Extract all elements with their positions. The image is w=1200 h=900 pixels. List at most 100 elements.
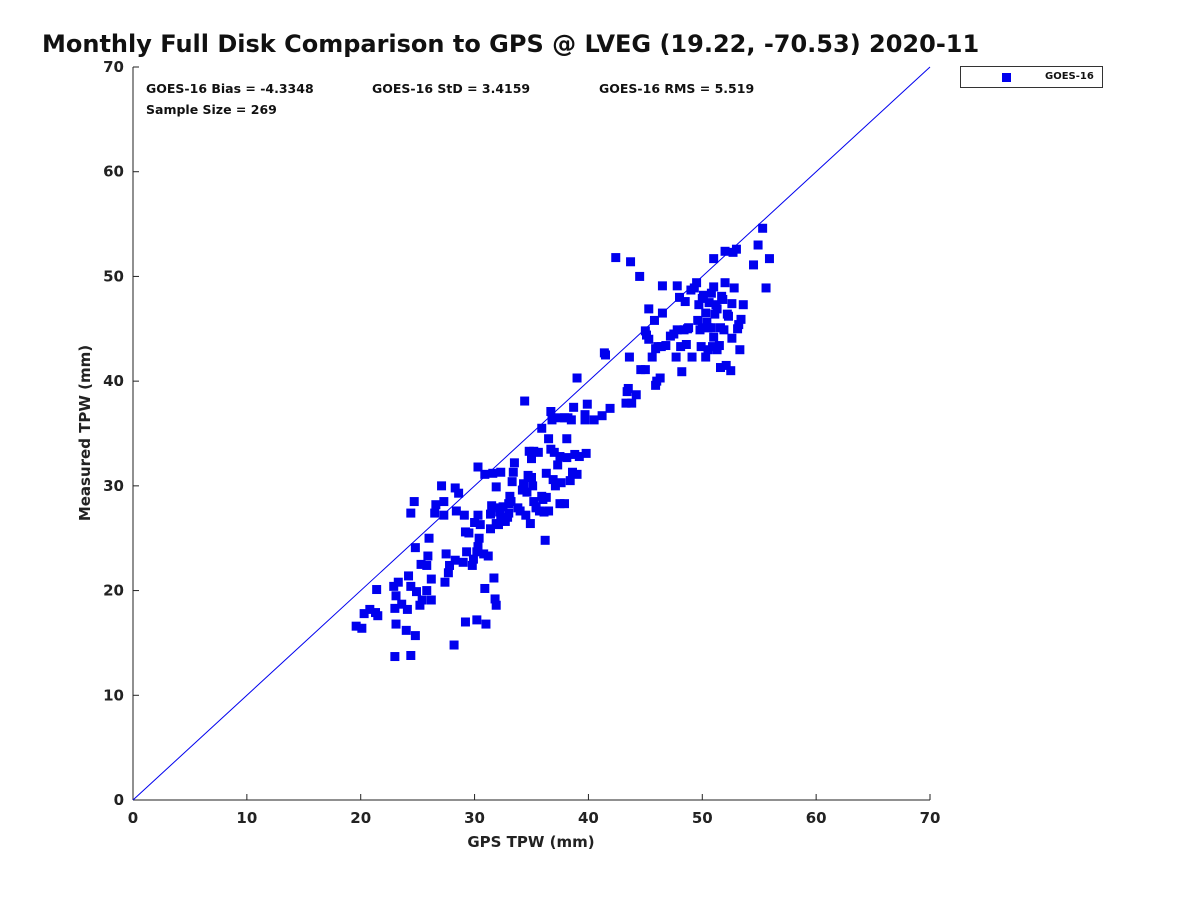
data-point [527,472,536,482]
legend-label: GOES-16 [1045,71,1094,82]
data-point [439,497,449,507]
data-point [489,573,499,583]
data-point [714,341,724,351]
data-point [546,407,556,417]
data-point [729,283,739,293]
data-point [529,497,539,507]
x-tick-label: 20 [350,809,371,827]
data-point [443,568,453,578]
data-point [661,341,671,351]
data-point [422,586,432,596]
data-point [491,482,501,492]
data-point [468,554,478,564]
data-point [580,415,590,425]
data-point [417,595,427,605]
data-point [373,611,383,621]
x-tick-label: 30 [464,809,485,827]
data-point [710,309,720,319]
y-tick-label: 50 [103,267,124,285]
data-point [657,308,667,318]
data-point [351,621,361,631]
data-point [486,509,496,519]
data-point [677,367,687,377]
x-axis-label: GPS TPW (mm) [467,833,594,851]
x-tick-label: 0 [128,809,138,827]
data-point [507,477,517,487]
sample-size-stat: Sample Size = 269 [146,102,277,117]
data-point [548,475,558,485]
data-point [601,350,611,360]
data-point [506,497,516,507]
data-point [657,281,667,291]
data-point [554,413,564,423]
data-point [718,294,728,304]
legend-marker-icon [1002,73,1011,82]
data-point [357,623,367,633]
data-point [675,292,685,302]
data-point [406,508,416,518]
y-tick-label: 70 [103,58,124,76]
data-point [410,631,420,641]
data-point [450,555,460,565]
data-point [621,398,631,408]
data-point [508,467,518,477]
data-point [541,468,551,478]
data-point [704,298,714,308]
data-point [692,278,702,288]
data-point [555,499,565,509]
data-point [458,557,468,567]
data-point [422,560,432,570]
data-point [640,365,650,375]
data-point [655,373,665,383]
data-point [472,615,482,625]
data-point [720,246,730,256]
data-point [480,469,490,479]
y-tick-label: 30 [103,477,124,495]
data-point [672,325,682,335]
y-tick-label: 60 [103,163,124,181]
data-point [716,363,726,373]
x-tick-label: 60 [806,809,827,827]
data-point [550,481,560,491]
data-point [409,497,419,507]
data-point [580,410,590,420]
x-tick-label: 10 [236,809,257,827]
data-point [391,591,401,601]
data-point [509,458,519,468]
data-point [464,528,474,538]
data-point [504,508,514,518]
data-point [572,373,582,383]
data-point [393,577,403,587]
y-tick-label: 20 [103,582,124,600]
data-point [627,398,637,408]
data-point [626,257,636,267]
data-point [521,510,531,520]
x-tick-label: 70 [920,809,941,827]
data-point [706,323,716,333]
data-point [437,481,447,491]
data-point [712,304,722,314]
data-point [439,510,449,520]
data-point [389,581,399,591]
data-point [734,320,744,330]
data-point [410,543,420,553]
data-point [490,594,500,604]
data-point [709,332,719,342]
data-point [426,574,436,584]
data-point [423,551,433,561]
data-point [519,479,529,489]
data-point [475,520,485,530]
data-point [483,551,493,561]
legend: GOES-16 [960,66,1103,88]
data-point [472,547,482,557]
data-point [738,300,748,310]
data-point [412,587,422,597]
data-point [696,342,706,352]
data-point [544,434,554,444]
data-point [582,399,592,409]
data-point [480,583,490,593]
data-point [533,447,543,457]
data-point [644,304,654,314]
data-point [416,559,426,569]
